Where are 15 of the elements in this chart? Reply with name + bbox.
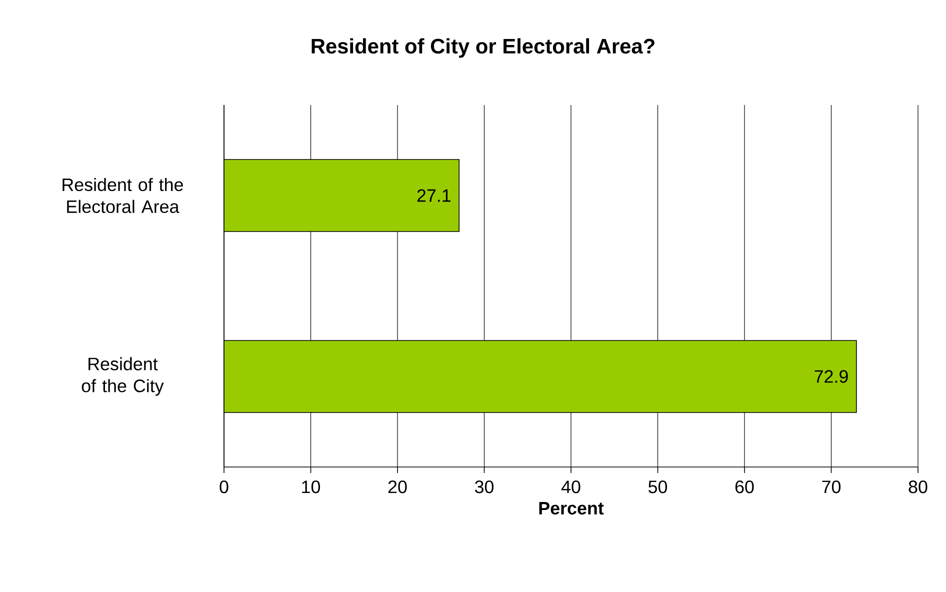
- x-tick-label: 10: [302, 480, 320, 494]
- x-tick-label: 80: [908, 480, 928, 494]
- x-axis-title: Percent: [539, 502, 604, 515]
- x-tick-label: 60: [735, 480, 754, 494]
- x-tick-label: 20: [388, 480, 407, 494]
- x-tick-label: 0: [220, 480, 228, 494]
- data-label: 27.1: [417, 189, 450, 202]
- x-tick-label: 30: [474, 480, 494, 494]
- data-label: 72.9: [814, 370, 848, 383]
- x-tick-label: 70: [822, 480, 841, 494]
- x-tick-label: 50: [648, 480, 668, 494]
- y-tick-label: Resident of the Electoral Area: [62, 178, 183, 214]
- x-tick-label: 40: [561, 480, 580, 494]
- y-tick-label: Resident of the City: [82, 357, 164, 396]
- chart-title: Resident of City or Electoral Area?: [312, 38, 654, 58]
